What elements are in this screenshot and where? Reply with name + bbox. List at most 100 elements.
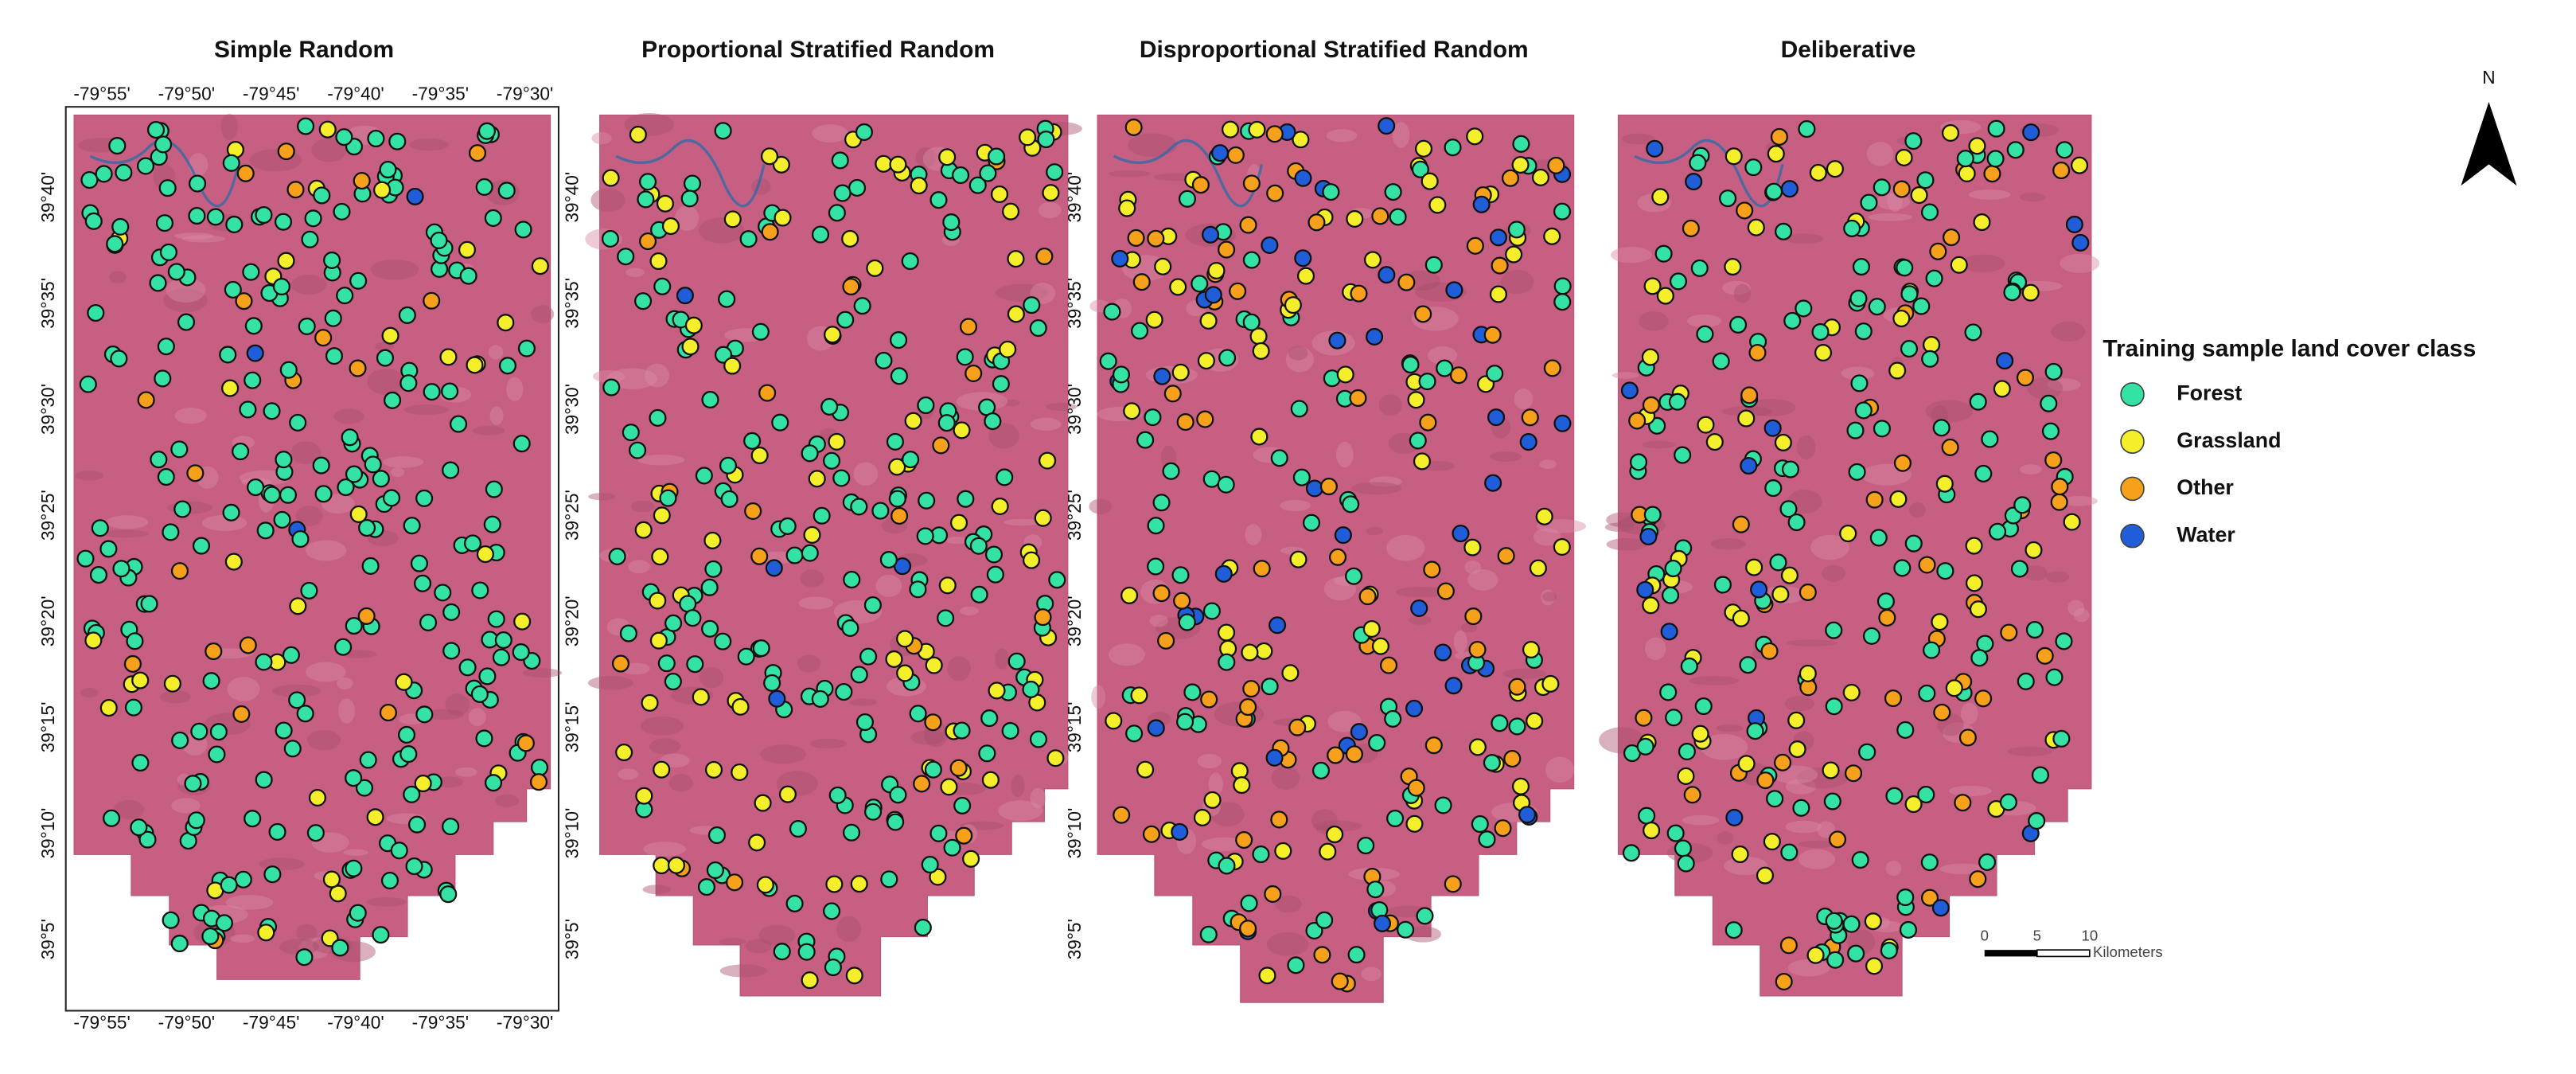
sample-point: [801, 444, 819, 463]
terrain-patch: [1866, 142, 1894, 166]
sample-point: [76, 549, 95, 568]
sample-point: [833, 184, 852, 202]
sample-point: [1889, 490, 1908, 508]
sample-point: [1744, 158, 1763, 177]
terrain-patch: [640, 716, 684, 736]
sample-point: [1826, 951, 1845, 969]
sample-point: [487, 610, 505, 628]
sample-point: [969, 537, 988, 555]
sample-point: [2055, 632, 2073, 650]
sample-point: [1007, 652, 1026, 670]
sample-point: [656, 194, 674, 213]
sample-point: [1113, 806, 1131, 824]
sample-point: [1823, 792, 1841, 810]
sample-point: [1240, 894, 1258, 912]
sample-point: [1147, 229, 1165, 248]
sample-point: [965, 364, 983, 383]
sample-point: [192, 537, 211, 555]
sample-point: [1920, 888, 1939, 907]
terrain-patch: [591, 131, 612, 145]
terrain-patch: [1210, 802, 1245, 827]
sample-point: [236, 164, 255, 182]
terrain-patch: [1395, 587, 1448, 598]
sample-point: [2036, 646, 2054, 665]
sample-point: [910, 177, 928, 195]
sample-point: [1445, 281, 1463, 299]
terrain-patch: [1682, 814, 1720, 826]
sample-point: [889, 155, 907, 174]
sample-point: [952, 166, 970, 185]
sample-point: [531, 257, 549, 275]
sample-point: [1712, 352, 1730, 370]
sample-point: [1226, 146, 1245, 164]
sample-point: [1669, 272, 1688, 291]
sample-point: [274, 213, 293, 231]
sample-point: [2016, 369, 2034, 387]
sample-point: [921, 855, 939, 874]
sample-point: [1941, 123, 1960, 143]
terrain-patch: [1326, 129, 1358, 143]
sample-point: [517, 339, 536, 357]
sample-point: [1689, 154, 1707, 172]
sample-point: [1171, 363, 1190, 381]
sample-point: [1034, 608, 1052, 627]
terrain-patch: [642, 885, 671, 895]
sample-point: [1491, 714, 1509, 732]
sample-point: [942, 213, 961, 232]
sample-point: [1860, 193, 1878, 212]
terrain-patch: [506, 377, 524, 401]
sample-point: [187, 811, 205, 830]
sample-point: [171, 731, 189, 749]
sample-point: [1847, 944, 1865, 963]
sample-point: [484, 774, 503, 792]
sample-point: [929, 824, 948, 842]
sample-point: [768, 689, 786, 708]
latitude-label: 39°15': [562, 701, 583, 752]
sample-point: [406, 187, 424, 205]
sample-point: [1547, 156, 1565, 174]
terrain-patch: [1392, 122, 1410, 148]
sample-point: [246, 344, 264, 362]
sample-point: [1880, 941, 1898, 960]
terrain-patch: [1798, 849, 1836, 869]
sample-point: [376, 349, 395, 367]
sample-point: [388, 132, 407, 150]
terrain-patch: [960, 606, 979, 615]
longitude-label-top: -79°45': [243, 84, 299, 104]
sample-point: [239, 636, 257, 654]
sample-point: [335, 128, 353, 146]
sample-point: [111, 217, 130, 236]
terrain-patch: [668, 774, 693, 792]
terrain-patch: [1722, 280, 1751, 295]
sample-point: [1171, 566, 1190, 584]
sample-point: [1965, 537, 1983, 555]
terrain-patch: [383, 456, 424, 468]
sample-point: [423, 291, 441, 310]
sample-point: [329, 885, 347, 903]
sample-point: [999, 340, 1017, 358]
sample-point: [1931, 899, 1950, 917]
terrain-patch: [947, 656, 971, 682]
sample-point: [880, 870, 898, 888]
sample-point: [959, 318, 978, 336]
sample-point: [1511, 156, 1530, 174]
sample-point: [1489, 228, 1507, 247]
sample-point: [275, 721, 293, 740]
sample-point: [704, 560, 723, 578]
sample-point: [701, 619, 719, 638]
sample-point: [1305, 921, 1323, 940]
sample-point: [859, 647, 878, 666]
terrain-patch: [1453, 630, 1467, 654]
sample-point: [991, 497, 1009, 516]
sample-point: [1046, 749, 1065, 767]
sample-point: [831, 151, 849, 170]
sample-point: [1366, 881, 1385, 899]
terrain-patch: [1149, 614, 1168, 627]
terrain-patch: [295, 924, 318, 941]
latitude-label: 39°25': [562, 490, 583, 541]
sample-point: [1788, 740, 1806, 759]
sample-point: [1130, 686, 1148, 705]
latitude-label: 39°30': [37, 384, 58, 435]
sample-point: [890, 506, 909, 525]
sample-point: [1736, 201, 1754, 220]
